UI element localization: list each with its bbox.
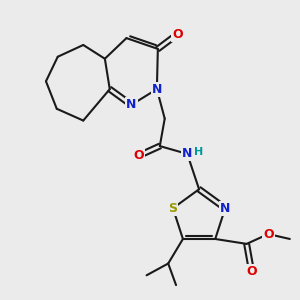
Text: O: O bbox=[246, 265, 257, 278]
Text: O: O bbox=[263, 228, 274, 241]
Text: N: N bbox=[220, 202, 230, 215]
Text: O: O bbox=[133, 149, 143, 162]
Text: H: H bbox=[194, 147, 204, 157]
Text: S: S bbox=[168, 202, 177, 215]
Text: N: N bbox=[152, 82, 162, 96]
Text: O: O bbox=[172, 28, 183, 41]
Text: N: N bbox=[126, 98, 136, 111]
Text: N: N bbox=[182, 147, 193, 161]
